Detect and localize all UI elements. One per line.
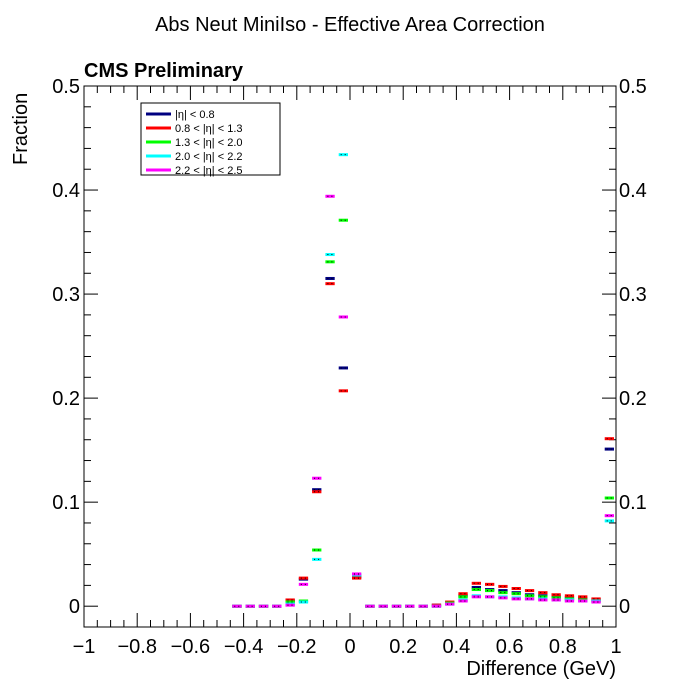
y-tick-label: 0 <box>69 596 80 618</box>
legend-label: |η| < 0.8 <box>175 109 215 121</box>
x-tick-label: 0.2 <box>389 636 417 658</box>
y-tick-label: 0.4 <box>52 180 80 202</box>
y-axis-title: Fraction <box>10 93 32 165</box>
x-axis: −1 −0.8 −0.6 −0.4 −0.2 0 0.2 0.4 0.6 0.8 1 <box>73 86 622 658</box>
y-tick-label: 0.1 <box>52 492 80 514</box>
x-tick-label: −0.2 <box>277 636 316 658</box>
y-tick-label-right: 0.4 <box>619 180 647 202</box>
legend-label: 2.2 < |η| < 2.5 <box>175 165 243 177</box>
series-layer <box>232 153 614 608</box>
x-tick-label: 0.8 <box>549 636 577 658</box>
x-tick-label: −1 <box>73 636 96 658</box>
x-tick-label: 0 <box>344 636 355 658</box>
y-tick-label: 0.2 <box>52 388 80 410</box>
x-tick-label: −0.4 <box>224 636 263 658</box>
chart-title: Abs Neut MiniIso - Effective Area Correc… <box>155 14 545 36</box>
x-tick-label: 1 <box>610 636 621 658</box>
x-tick-label: 0.6 <box>496 636 524 658</box>
y-tick-label-right: 0.5 <box>619 76 647 98</box>
x-tick-label: −0.8 <box>117 636 156 658</box>
y-tick-label-right: 0.2 <box>619 388 647 410</box>
cms-label: CMS Preliminary <box>84 60 244 82</box>
y-axis: 0 0 0.1 0.1 0.2 0.2 0.3 0.3 0.4 0.4 0.5 0.5 <box>52 76 647 618</box>
y-tick-label: 0.3 <box>52 284 80 306</box>
y-tick-label-right: 0.3 <box>619 284 647 306</box>
legend-label: 1.3 < |η| < 2.0 <box>175 137 243 149</box>
x-tick-label: −0.6 <box>171 636 210 658</box>
y-tick-label: 0.5 <box>52 76 80 98</box>
y-tick-label-right: 0.1 <box>619 492 647 514</box>
x-tick-label: 0.4 <box>442 636 470 658</box>
legend: |η| < 0.8 0.8 < |η| < 1.3 1.3 < |η| < 2.0 2… <box>140 102 281 177</box>
legend-label: 2.0 < |η| < 2.2 <box>175 151 243 163</box>
legend-label: 0.8 < |η| < 1.3 <box>175 123 243 135</box>
series-5 <box>232 194 614 608</box>
y-tick-label-right: 0 <box>619 596 630 618</box>
x-axis-title: Difference (GeV) <box>466 658 616 680</box>
